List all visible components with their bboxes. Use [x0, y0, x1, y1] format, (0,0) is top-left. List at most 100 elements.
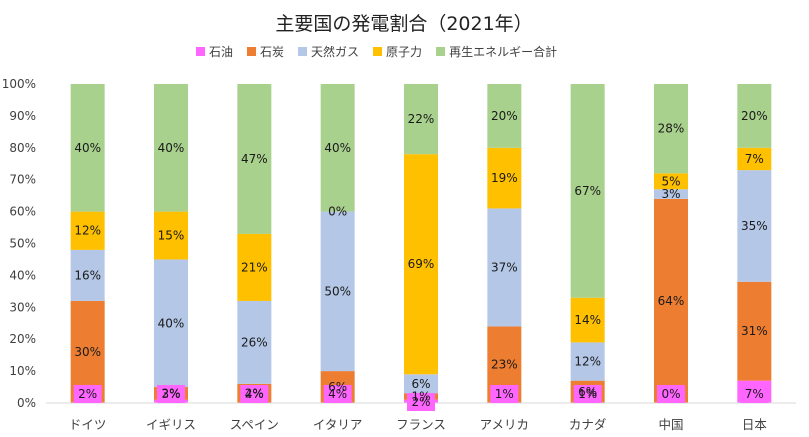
x-tick-label: 日本 [742, 417, 768, 432]
segment-label: 20% [491, 109, 518, 123]
bar-segment [70, 84, 105, 212]
bar-segment [487, 84, 522, 148]
oil-label-badge [240, 385, 269, 403]
bar-segment [654, 173, 688, 190]
segment-label: 12% [574, 355, 601, 369]
x-tick-label: アメリカ [480, 417, 529, 432]
legend-label: 原子力 [386, 45, 422, 59]
segment-label: 1% [411, 390, 430, 404]
bar-segment [654, 189, 688, 199]
x-tick-label: カナダ [569, 417, 607, 432]
bar-segment [237, 300, 272, 384]
y-tick-label: 10% [9, 364, 36, 378]
y-tick-label: 30% [9, 300, 36, 314]
bar-segment [737, 84, 772, 148]
oil-label-badge [573, 385, 602, 403]
segment-label: 40% [158, 141, 185, 155]
bar-segment [570, 84, 605, 298]
segment-label: 64% [658, 294, 685, 308]
segment-label: 6% [411, 377, 430, 391]
x-tick-label: 中国 [658, 417, 683, 432]
segment-label: 7% [745, 152, 764, 166]
bar-segment [237, 84, 272, 234]
bar-segment [320, 211, 355, 372]
y-axis: 0% 10% 20% 30% 40% 50% 60% 70% 80% 90% 100% [2, 77, 36, 410]
segment-label: 19% [491, 171, 518, 185]
segment-label: 2% [245, 386, 264, 400]
y-tick-label: 60% [9, 205, 36, 219]
segment-label: 35% [741, 219, 768, 233]
legend-swatch [373, 47, 383, 56]
segment-label: 40% [74, 141, 101, 155]
bar-segment [737, 147, 772, 171]
segment-label: 20% [741, 109, 768, 123]
legend: 石油 石炭 天然ガス 原子力 再生エネルギー合計 [196, 44, 557, 59]
segment-label: 4% [245, 387, 264, 401]
bar-segment [737, 281, 772, 381]
segment-label: 37% [491, 260, 518, 274]
oil-label-badge [323, 385, 352, 403]
segment-label: 1% [578, 387, 597, 401]
segment-label: 0% [328, 205, 347, 219]
x-tick-label: スペイン [230, 417, 279, 432]
legend-swatch [436, 47, 446, 56]
y-tick-label: 20% [9, 332, 36, 346]
x-tick-label: フランス [396, 417, 446, 432]
segment-label: 21% [241, 260, 268, 274]
segment-label: 15% [158, 229, 185, 243]
segment-label: 40% [324, 141, 351, 155]
segment-label: 67% [574, 184, 601, 198]
bar-segment [404, 374, 438, 394]
segment-label: 4% [328, 387, 347, 401]
legend-label: 天然ガス [311, 44, 359, 59]
segment-label: 50% [324, 284, 351, 298]
x-tick-label: イギリス [146, 417, 196, 432]
bar-segment [237, 233, 272, 301]
oil-label-badge [740, 385, 769, 403]
x-tick-label: イタリア [313, 417, 363, 432]
y-tick-label: 70% [9, 173, 36, 187]
y-tick-label: 80% [9, 141, 36, 155]
segment-label: 7% [745, 387, 764, 401]
oil-label-badge [490, 385, 519, 403]
bar-segment [487, 208, 522, 327]
segment-label: 47% [241, 152, 268, 166]
y-tick-label: 100% [2, 77, 36, 91]
segment-label: 23% [491, 358, 518, 372]
bar-segment [570, 342, 605, 381]
y-tick-label: 0% [17, 396, 36, 410]
segment-label: 2% [161, 386, 180, 400]
bar-segment [737, 170, 772, 282]
legend-swatch [247, 47, 257, 56]
segment-label: 22% [408, 112, 435, 126]
segment-label: 12% [74, 224, 101, 238]
bar-segment [404, 84, 438, 155]
y-tick-label: 40% [9, 268, 36, 282]
segment-label: 26% [241, 335, 268, 349]
segment-label: 1% [495, 387, 514, 401]
segment-label: 6% [328, 380, 347, 394]
segment-label: 0% [661, 387, 680, 401]
bar-segment [654, 84, 688, 174]
bar-segment [154, 259, 188, 388]
segment-label: 31% [741, 324, 768, 338]
legend-swatch [298, 47, 308, 56]
segment-label: 28% [658, 122, 685, 136]
bar-segment [70, 249, 105, 301]
bar-segment [487, 147, 522, 209]
bar-segment [320, 84, 355, 212]
bar-segment [154, 84, 188, 212]
y-tick-label: 90% [9, 109, 36, 123]
segment-label: 16% [74, 268, 101, 282]
legend-label: 再生エネルギー合計 [449, 44, 557, 59]
y-tick-label: 50% [9, 237, 36, 251]
segment-label: 2% [78, 387, 97, 401]
legend-swatch [196, 47, 205, 56]
segment-label: 40% [158, 316, 185, 330]
bar-segment [654, 198, 688, 403]
segment-label: 3% [161, 387, 180, 401]
segment-label: 2% [411, 395, 430, 409]
segment-labels: 2%30%16%12%40%3%2%40%15%40%4%2%26%21%47%… [73, 109, 769, 411]
bar-segment [154, 211, 188, 260]
bar-segment [404, 154, 438, 375]
